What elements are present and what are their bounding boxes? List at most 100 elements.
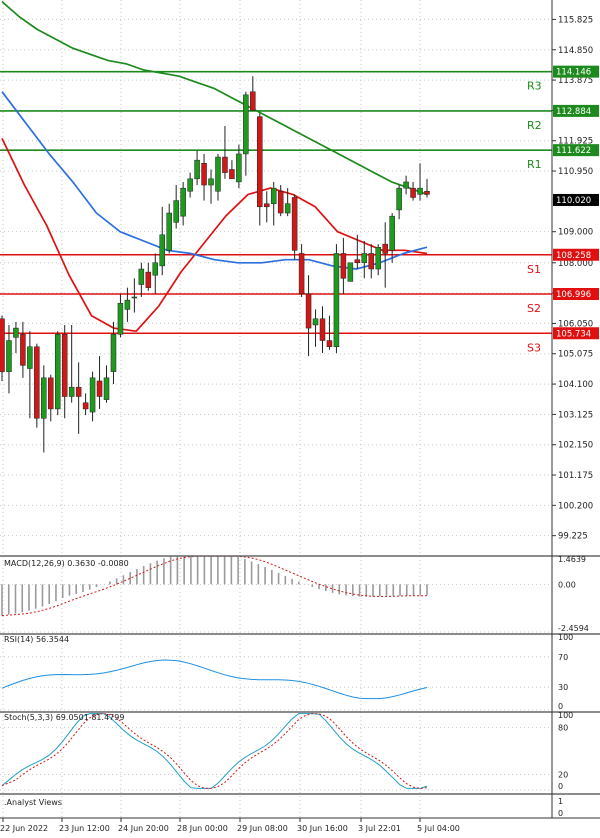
candle-body — [89, 377, 96, 413]
candlestick-layer — [0, 76, 430, 453]
candle-body — [312, 318, 319, 326]
y-axis-tick-label: 102.150 — [558, 441, 593, 451]
candle-body — [257, 116, 263, 208]
candle-body — [340, 253, 347, 279]
macd-panel-label: MACD(12,26,9) 0.3630 -0.0080 — [4, 559, 129, 568]
macd-signal-line — [1, 555, 428, 617]
candle-body — [152, 262, 159, 276]
level-value-box — [553, 327, 599, 340]
stoch-y-tick-label: 100 — [558, 711, 573, 720]
candle-body — [82, 402, 89, 410]
candle-body — [145, 271, 152, 288]
candle-body — [382, 243, 388, 254]
candle-body — [110, 334, 117, 372]
level-value-s1: 108.258 — [556, 251, 591, 261]
candle-body — [61, 334, 68, 397]
level-value-r1: 111.622 — [556, 146, 591, 156]
y-axis-tick-label: 104.100 — [558, 380, 593, 390]
rsi-y-tick-label: 100 — [558, 633, 573, 642]
candle-body — [417, 187, 423, 195]
candle-body — [368, 253, 375, 270]
level-value-box — [553, 248, 599, 261]
rsi-panel-label: RSI(14) 56.3544 — [4, 635, 69, 644]
candle-body — [6, 340, 12, 372]
level-name-r1: R1 — [527, 158, 542, 171]
candle-body — [201, 163, 207, 186]
moving-average-green — [1, 0, 428, 196]
macd-y-tick-label: 0.00 — [558, 580, 576, 589]
macd-y-tick-label: -2.4594 — [558, 624, 589, 633]
y-axis-tick-label: 110.950 — [558, 167, 593, 177]
x-axis-label: 5 Jul 04:00 — [417, 824, 460, 833]
level-name-s2: S2 — [527, 302, 541, 315]
y-axis-tick-label: 108.000 — [558, 259, 593, 269]
candle-body — [229, 169, 235, 180]
candle-body — [361, 253, 368, 264]
level-value-r3: 114.146 — [556, 68, 591, 78]
candle-body — [187, 178, 193, 192]
rsi-y-tick-label: 0 — [558, 702, 563, 711]
indicator-layer — [1, 555, 428, 789]
level-value-box — [553, 144, 599, 157]
candle-body — [194, 159, 200, 180]
moving-average-layer — [1, 0, 428, 333]
footer-y-tick-label: 0 — [558, 809, 563, 818]
candle-body — [326, 340, 333, 347]
analyst-views-label: .Analyst Views — [4, 798, 62, 807]
candle-body — [375, 246, 381, 270]
candle-body — [305, 293, 312, 329]
grid-layer — [0, 0, 556, 818]
candle-body — [48, 377, 54, 410]
x-axis-label: 30 Jun 16:00 — [297, 824, 348, 833]
x-axis-label: 24 Jun 20:00 — [118, 824, 169, 833]
candle-body — [124, 299, 131, 310]
x-axis-label: 28 Jun 00:00 — [177, 824, 228, 833]
candle-body — [410, 187, 416, 198]
candle-body — [243, 94, 249, 155]
y-axis-tick-label: 114.850 — [558, 46, 593, 56]
candle-body — [166, 212, 172, 251]
current-price-label: 110.020 — [556, 196, 591, 206]
candle-body — [264, 203, 270, 208]
candle-body — [159, 234, 165, 267]
level-name-r2: R2 — [527, 119, 542, 132]
stoch-main-line — [1, 713, 428, 789]
candle-body — [298, 253, 305, 295]
candle-body — [291, 197, 298, 251]
candle-body — [396, 187, 402, 211]
y-axis-tick-label: 109.000 — [558, 228, 593, 238]
candle-body — [54, 334, 61, 410]
candle-body — [96, 380, 103, 397]
candle-body — [131, 296, 138, 299]
candle-body — [250, 91, 256, 111]
candle-body — [222, 156, 228, 173]
stoch-signal-line — [1, 713, 428, 789]
x-axis-label: 22 Jun 2022 — [0, 824, 48, 833]
candle-body — [208, 178, 214, 186]
candle-body — [180, 187, 186, 217]
candle-body — [277, 191, 284, 214]
candle-body — [75, 386, 82, 397]
x-axis-label: 29 Jun 08:00 — [237, 824, 288, 833]
level-value-s2: 106.996 — [556, 290, 591, 300]
support-resistance-layer — [0, 70, 552, 335]
candle-body — [403, 181, 409, 189]
candle-body — [117, 302, 124, 335]
axis-label-layer: 115.825114.850113.875112.900111.925110.9… — [0, 15, 599, 833]
rsi-y-tick-label: 30 — [558, 683, 568, 692]
level-value-s3: 105.734 — [556, 329, 591, 339]
y-axis-tick-label: 111.925 — [558, 137, 593, 147]
level-value-r2: 112.884 — [556, 107, 591, 117]
candle-body — [27, 346, 33, 369]
candle-body — [424, 191, 430, 195]
stoch-panel-label: Stoch(5,3,3) 69.0501 81.4799 — [4, 713, 124, 722]
candle-body — [236, 153, 242, 183]
y-axis-tick-label: 99.225 — [558, 532, 588, 542]
y-axis-tick-label: 101.175 — [558, 471, 593, 481]
y-axis-tick-label: 106.050 — [558, 319, 593, 329]
candle-body — [319, 318, 326, 341]
candle-body — [173, 200, 179, 223]
candle-body — [215, 156, 221, 192]
moving-average-blue — [1, 91, 428, 270]
